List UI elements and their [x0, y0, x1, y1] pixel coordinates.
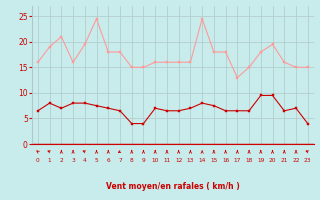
- X-axis label: Vent moyen/en rafales ( km/h ): Vent moyen/en rafales ( km/h ): [106, 182, 240, 191]
